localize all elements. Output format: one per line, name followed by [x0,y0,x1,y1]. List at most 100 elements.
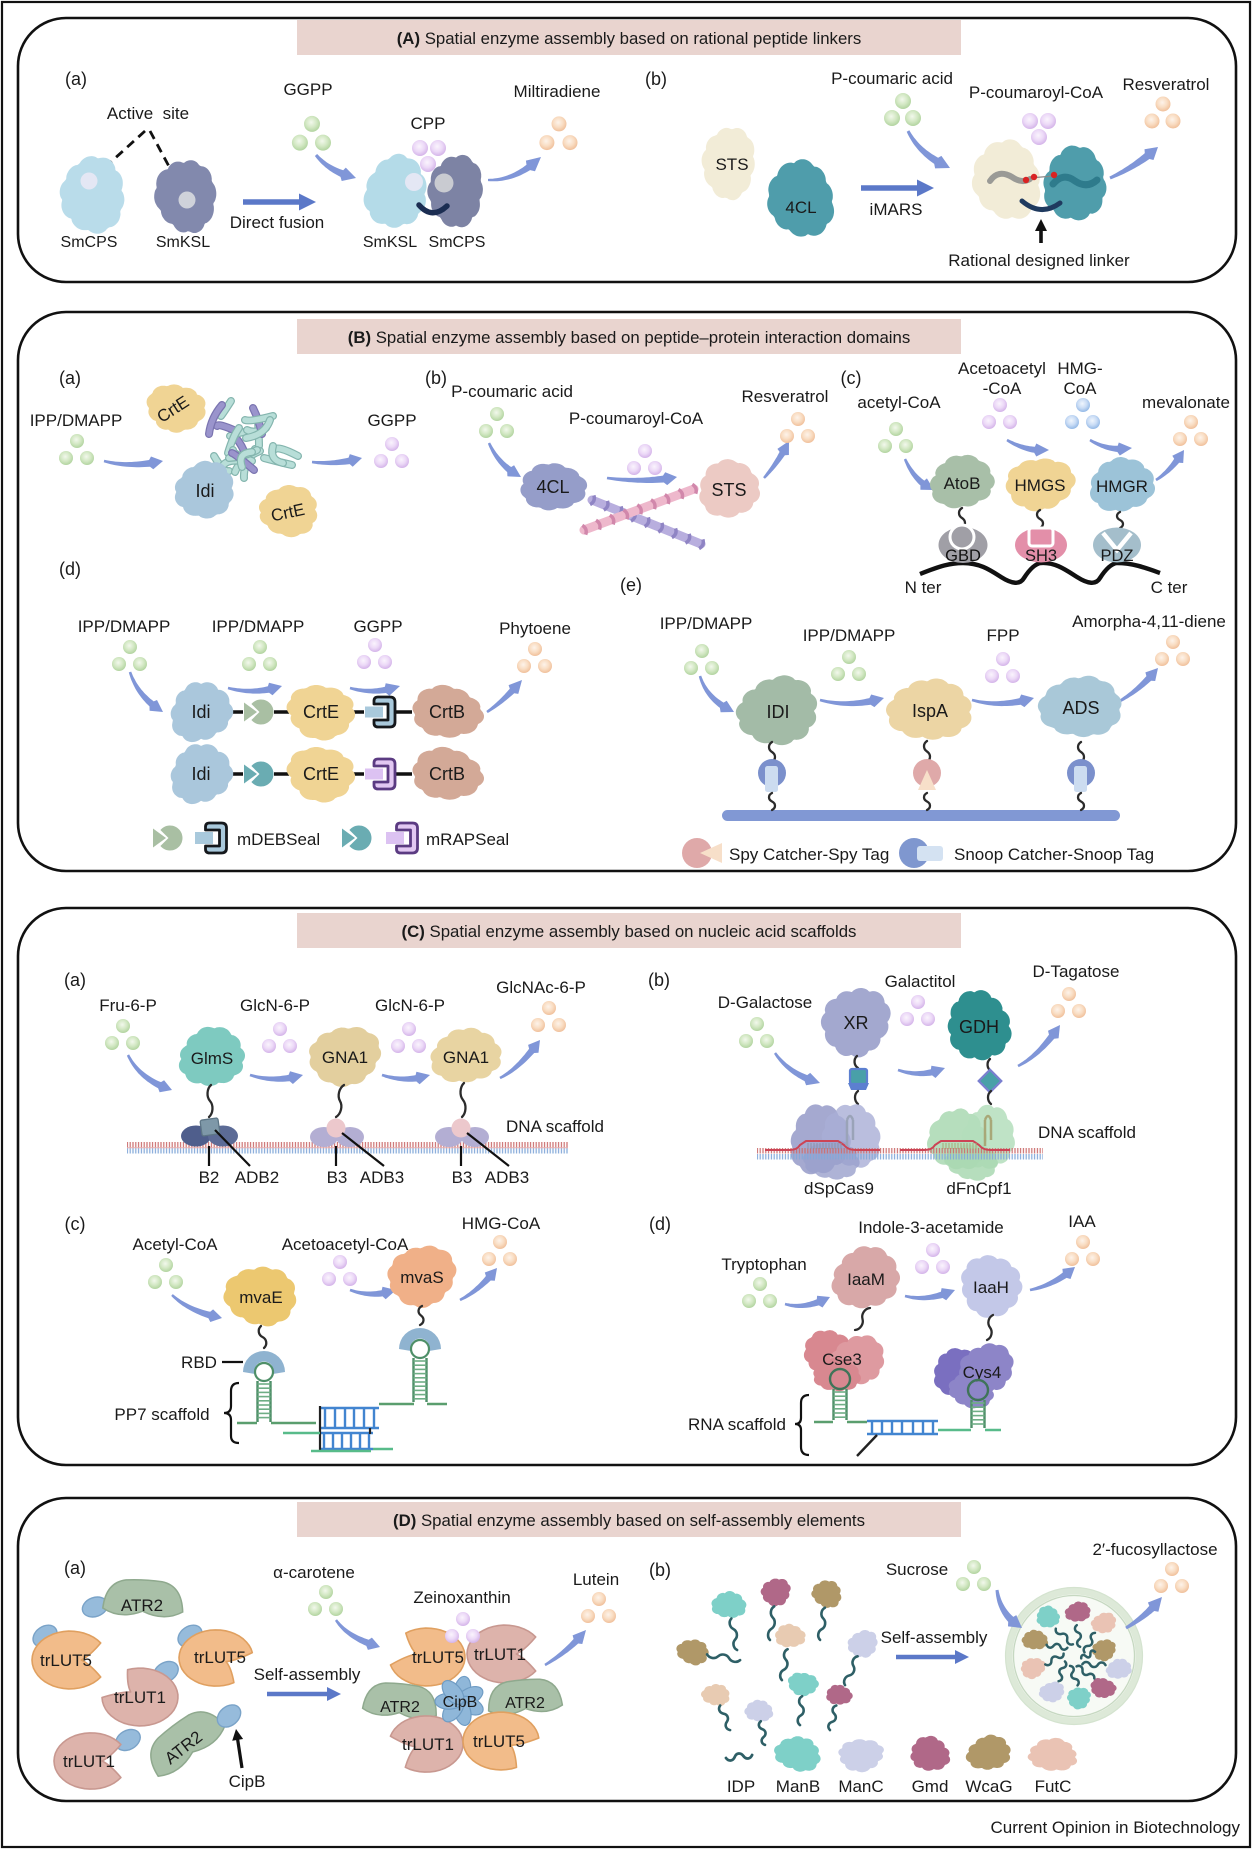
svg-text:(a): (a) [59,368,81,388]
svg-text:ADS: ADS [1062,698,1099,718]
svg-text:IPP/DMAPP: IPP/DMAPP [30,411,123,430]
svg-text:CrtB: CrtB [429,702,465,722]
svg-text:mvaS: mvaS [400,1268,443,1287]
svg-text:HMGR: HMGR [1096,477,1148,496]
svg-text:4CL: 4CL [536,477,569,497]
svg-text:FutC: FutC [1035,1777,1072,1796]
svg-text:mevalonate: mevalonate [1142,393,1230,412]
svg-text:trLUT5: trLUT5 [194,1648,246,1667]
svg-text:SmKSL: SmKSL [156,234,210,251]
svg-text:Spy Catcher-Spy Tag: Spy Catcher-Spy Tag [729,845,889,864]
svg-text:WcaG: WcaG [965,1777,1012,1796]
svg-text:ManB: ManB [776,1777,820,1796]
svg-text:mRAPSeal: mRAPSeal [426,830,509,849]
svg-text:HMGS: HMGS [1015,476,1066,495]
svg-text:Sucrose: Sucrose [886,1560,948,1579]
svg-text:PDZ: PDZ [1101,547,1134,565]
svg-text:CrtE: CrtE [303,702,339,722]
svg-text:(b): (b) [425,368,447,388]
svg-text:IAA: IAA [1068,1212,1096,1231]
svg-text:Idi: Idi [191,702,210,722]
svg-text:ManC: ManC [838,1777,883,1796]
svg-text:IaaM: IaaM [847,1270,885,1289]
svg-text:Galactitol: Galactitol [885,972,956,991]
svg-text:Tryptophan: Tryptophan [721,1255,806,1274]
svg-text:(d): (d) [649,1214,671,1234]
svg-text:SH3: SH3 [1025,547,1057,565]
svg-text:trLUT1: trLUT1 [114,1688,166,1707]
svg-text:CPP: CPP [411,114,446,133]
svg-text:GlmS: GlmS [191,1049,234,1068]
svg-text:GDH: GDH [959,1017,999,1037]
svg-text:Self-assembly: Self-assembly [254,1665,361,1684]
svg-text:(e): (e) [620,575,642,595]
svg-text:(a): (a) [64,1558,86,1578]
svg-text:GlcNAc-6-P: GlcNAc-6-P [496,978,586,997]
svg-text:Self-assembly: Self-assembly [881,1628,988,1647]
svg-text:4CL: 4CL [785,198,816,217]
svg-text:ATR2: ATR2 [505,1695,545,1712]
svg-text:CipB: CipB [443,1694,478,1711]
svg-text:Miltiradiene: Miltiradiene [514,82,601,101]
svg-text:P-coumaric acid: P-coumaric acid [831,69,953,88]
svg-text:STS: STS [711,480,746,500]
svg-text:iMARS: iMARS [870,200,923,219]
svg-text:acetyl-CoA: acetyl-CoA [857,393,941,412]
svg-text:D-Galactose: D-Galactose [718,993,812,1012]
svg-text:CoA: CoA [1063,379,1097,398]
svg-text:P-coumaroyl-CoA: P-coumaroyl-CoA [969,83,1104,102]
svg-text:2′-fucosyllactose: 2′-fucosyllactose [1092,1540,1217,1559]
svg-text:(b): (b) [645,69,667,89]
svg-text:(c): (c) [65,1214,86,1234]
svg-text:Resveratrol: Resveratrol [1123,75,1210,94]
svg-text:IDI: IDI [766,702,789,722]
svg-text:(b): (b) [648,970,670,990]
svg-text:α-carotene: α-carotene [273,1563,355,1582]
svg-text:trLUT5: trLUT5 [473,1732,525,1751]
svg-text:RNA scaffold: RNA scaffold [688,1415,786,1434]
svg-text:ADB3: ADB3 [360,1168,404,1187]
svg-text:Amorpha-4,11-diene: Amorpha-4,11-diene [1072,612,1226,631]
svg-text:SmCPS: SmCPS [429,234,486,251]
svg-text:Acetoacetyl-CoA: Acetoacetyl-CoA [282,1235,409,1254]
svg-text:HMG-: HMG- [1057,359,1102,378]
svg-text:mvaE: mvaE [239,1288,282,1307]
svg-text:P-coumaric acid: P-coumaric acid [451,382,573,401]
svg-text:Active site: Active site [107,104,189,123]
svg-text:(b): (b) [649,1560,671,1580]
svg-text:ATR2: ATR2 [121,1596,163,1615]
svg-text:B2: B2 [199,1168,220,1187]
svg-text:GGPP: GGPP [367,411,416,430]
svg-text:IPP/DMAPP: IPP/DMAPP [803,626,896,645]
svg-text:P-coumaroyl-CoA: P-coumaroyl-CoA [569,409,704,428]
svg-text:trLUT5: trLUT5 [40,1651,92,1670]
svg-text:FPP: FPP [986,626,1019,645]
svg-text:DNA scaffold: DNA scaffold [1038,1123,1136,1142]
svg-text:Fru-6-P: Fru-6-P [99,996,157,1015]
svg-text:GlcN-6-P: GlcN-6-P [375,996,445,1015]
svg-text:GNA1: GNA1 [443,1048,489,1067]
svg-text:CrtB: CrtB [429,764,465,784]
svg-text:(d): (d) [59,559,81,579]
svg-text:IaaH: IaaH [973,1278,1009,1297]
svg-text:GGPP: GGPP [353,617,402,636]
svg-text:RBD: RBD [181,1353,217,1372]
svg-text:Resveratrol: Resveratrol [742,387,829,406]
svg-text:trLUT5: trLUT5 [412,1648,464,1667]
svg-text:(D) Spatial enzyme assembly ba: (D) Spatial enzyme assembly based on sel… [393,1511,865,1530]
svg-text:GlcN-6-P: GlcN-6-P [240,996,310,1015]
svg-text:(A) Spatial enzyme assembly ba: (A) Spatial enzyme assembly based on rat… [397,29,862,48]
svg-text:IPP/DMAPP: IPP/DMAPP [212,617,305,636]
svg-text:Direct fusion: Direct fusion [230,213,324,232]
svg-text:(c): (c) [841,368,862,388]
svg-text:B3: B3 [327,1168,348,1187]
svg-text:C ter: C ter [1151,578,1188,597]
svg-text:ATR2: ATR2 [380,1699,420,1716]
svg-text:SmCPS: SmCPS [61,234,118,251]
svg-text:trLUT1: trLUT1 [402,1735,454,1754]
svg-text:Cys4: Cys4 [963,1363,1002,1382]
svg-text:PP7 scaffold: PP7 scaffold [114,1405,209,1424]
svg-text:(a): (a) [65,69,87,89]
svg-text:CrtE: CrtE [303,764,339,784]
svg-text:SmKSL: SmKSL [363,234,417,251]
